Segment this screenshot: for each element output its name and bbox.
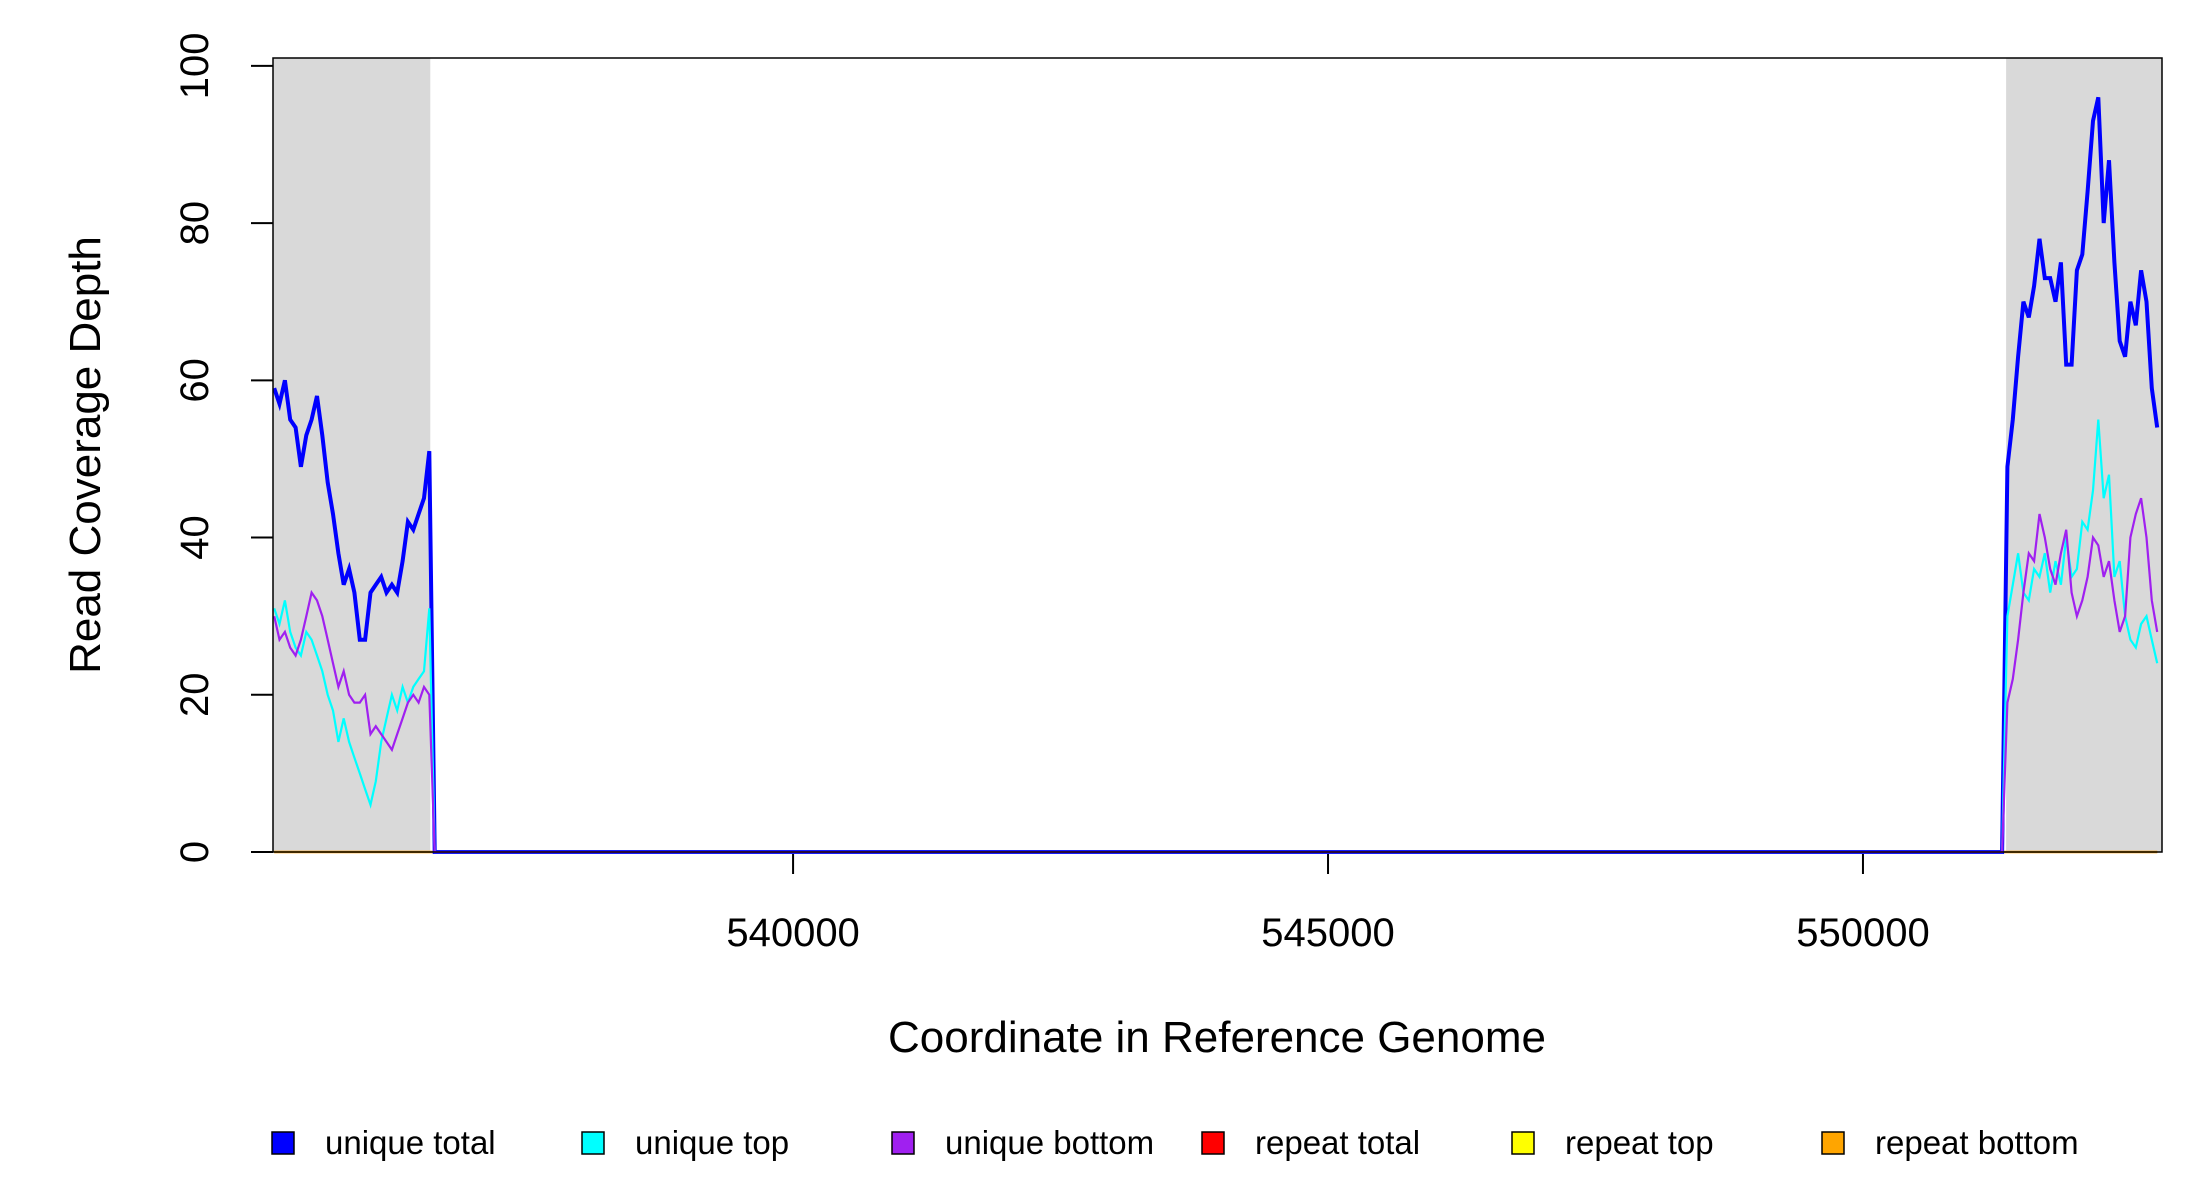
legend-label: repeat bottom	[1875, 1124, 2079, 1161]
legend-swatch	[1201, 1131, 1225, 1155]
legend-swatch	[1511, 1131, 1535, 1155]
y-tick-label: 40	[173, 515, 217, 560]
y-tick-label: 20	[173, 673, 217, 718]
legend-swatch	[581, 1131, 605, 1155]
x-tick-label: 550000	[1796, 911, 1929, 955]
legend-swatch	[891, 1131, 915, 1155]
legend-swatch	[1821, 1131, 1845, 1155]
legend-label: repeat total	[1255, 1124, 1420, 1161]
legend-swatch	[271, 1131, 295, 1155]
legend-label: unique top	[635, 1124, 789, 1161]
y-tick-label: 60	[173, 358, 217, 403]
legend-label: unique total	[325, 1124, 496, 1161]
series-line	[273, 419, 2159, 854]
y-tick-label: 100	[173, 32, 217, 99]
plot-area	[272, 96, 2160, 854]
x-tick-label: 540000	[726, 911, 859, 955]
shaded-region	[273, 58, 431, 852]
y-tick-label: 80	[173, 201, 217, 246]
x-tick-label: 545000	[1261, 911, 1394, 955]
x-axis-title: Coordinate in Reference Genome	[888, 1013, 1546, 1062]
plot-frame	[272, 57, 2163, 853]
shaded-region	[2006, 58, 2162, 852]
legend-label: repeat top	[1565, 1124, 1714, 1161]
y-tick-label: 0	[173, 841, 217, 863]
series-line	[272, 96, 2160, 854]
y-axis-title: Read Coverage Depth	[61, 236, 110, 674]
legend-label: unique bottom	[945, 1124, 1154, 1161]
series-line	[273, 497, 2159, 854]
